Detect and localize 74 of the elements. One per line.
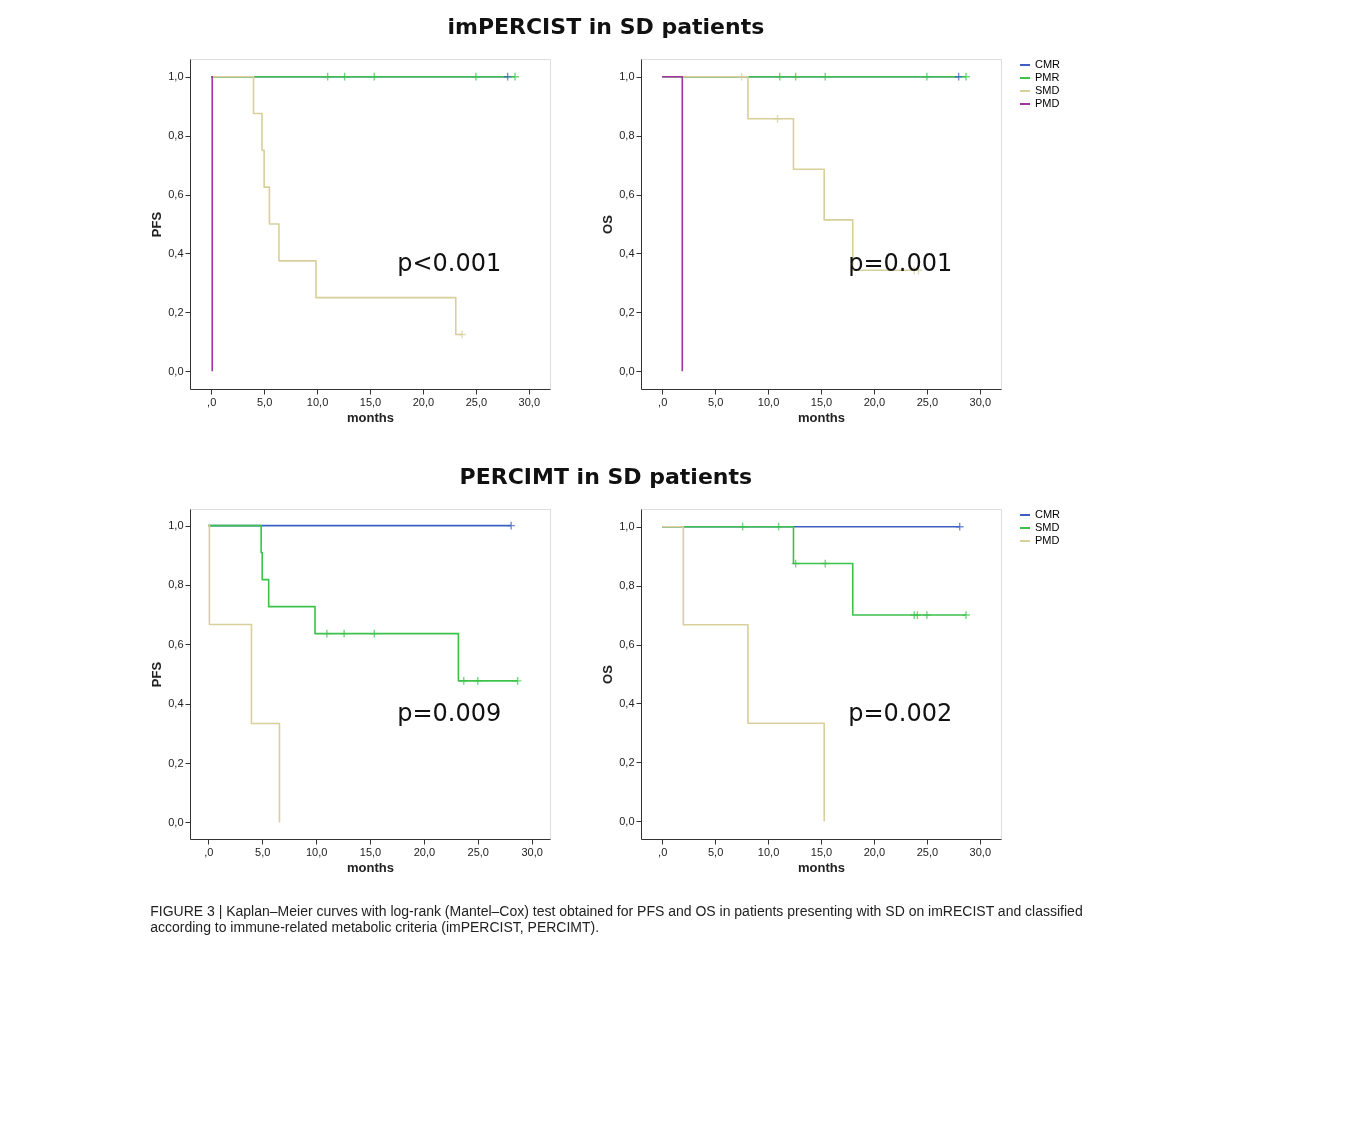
x-tick-label: 25,0 xyxy=(465,395,488,408)
y-tick-label: 0,4 xyxy=(168,246,184,259)
x-axis-title: months xyxy=(347,409,394,425)
legend-label: SMD xyxy=(1035,84,1060,96)
y-tick-label: 0,0 xyxy=(619,364,635,377)
x-tick-label: 30,0 xyxy=(521,845,543,858)
annotation: p=0.002 xyxy=(848,698,953,727)
x-tick-label: 5,0 xyxy=(256,395,273,408)
x-tick-label: 20,0 xyxy=(863,845,886,858)
x-tick-label: 10,0 xyxy=(305,845,328,858)
x-tick-label: 20,0 xyxy=(863,395,886,408)
y-tick-label: 0,4 xyxy=(168,697,184,710)
x-tick-label: ,0 xyxy=(658,845,668,858)
x-tick-label: 15,0 xyxy=(359,845,382,858)
y-tick-label: 0,6 xyxy=(619,638,635,651)
legend-label: PMD xyxy=(1035,534,1060,546)
y-tick-label: 0,6 xyxy=(168,188,184,201)
annotation: p<0.001 xyxy=(397,248,502,277)
x-tick-label: 25,0 xyxy=(467,845,489,858)
x-tick-label: 15,0 xyxy=(810,845,833,858)
x-tick-label: 20,0 xyxy=(413,845,436,858)
y-axis-title: PFS xyxy=(149,211,165,238)
y-tick-label: 1,0 xyxy=(168,519,184,532)
x-tick-label: ,0 xyxy=(207,395,217,408)
legend-label: PMD xyxy=(1035,97,1060,109)
x-tick-label: 25,0 xyxy=(916,395,939,408)
x-axis-title: months xyxy=(798,409,845,425)
text: PERCIMT in SD patients xyxy=(459,463,753,489)
y-tick-label: 0,2 xyxy=(619,755,635,768)
x-tick-label: 5,0 xyxy=(255,845,271,858)
x-tick-label: 25,0 xyxy=(916,845,939,858)
y-tick-label: 0,2 xyxy=(619,305,635,318)
y-axis-title: PFS xyxy=(149,661,165,688)
y-tick-label: 0,4 xyxy=(619,696,635,709)
y-tick-label: 0,0 xyxy=(619,814,635,827)
y-tick-label: 1,0 xyxy=(619,70,635,83)
x-tick-label: 10,0 xyxy=(757,845,780,858)
y-tick-label: 1,0 xyxy=(168,70,184,83)
y-tick-label: 0,6 xyxy=(619,188,635,201)
x-tick-label: 30,0 xyxy=(969,845,992,858)
annotation: p=0.009 xyxy=(397,698,502,727)
x-tick-label: ,0 xyxy=(204,845,214,858)
y-axis-title: OS xyxy=(600,214,616,234)
y-tick-label: 0,8 xyxy=(168,129,184,142)
y-tick-label: 0,4 xyxy=(619,246,635,259)
y-tick-label: 0,2 xyxy=(168,756,184,769)
legend-label: PMR xyxy=(1035,71,1060,83)
x-axis-title: months xyxy=(347,859,394,875)
x-axis-title: months xyxy=(798,859,845,875)
y-tick-label: 0,8 xyxy=(619,579,635,592)
y-tick-label: 0,0 xyxy=(168,364,184,377)
x-tick-label: ,0 xyxy=(658,395,668,408)
x-tick-label: 15,0 xyxy=(359,395,382,408)
y-axis-title: OS xyxy=(600,664,616,684)
legend-label: CMR xyxy=(1035,508,1061,520)
caption: FIGURE 3 | Kaplan–Meier curves with log-rank (Mantel–Cox) test obtained for PFS and OS in patients presenting with SD on imRECIST and classified according to immune-related metabolic criteria (imPERCIST, PERCIMT). xyxy=(150,902,1083,935)
y-tick-label: 0,8 xyxy=(168,578,184,591)
x-tick-label: 30,0 xyxy=(518,395,541,408)
legend-label: CMR xyxy=(1035,58,1061,70)
annotation: p=0.001 xyxy=(848,248,953,277)
x-tick-label: 10,0 xyxy=(757,395,780,408)
y-tick-label: 0,2 xyxy=(168,305,184,318)
x-tick-label: 5,0 xyxy=(707,845,724,858)
y-tick-label: 0,8 xyxy=(619,129,635,142)
text: imPERCIST in SD patients xyxy=(447,13,765,39)
x-tick-label: 20,0 xyxy=(412,395,435,408)
y-tick-label: 0,6 xyxy=(168,637,184,650)
x-tick-label: 10,0 xyxy=(306,395,329,408)
x-tick-label: 5,0 xyxy=(707,395,724,408)
x-tick-label: 30,0 xyxy=(969,395,992,408)
y-tick-label: 0,0 xyxy=(168,815,184,828)
x-tick-label: 15,0 xyxy=(810,395,833,408)
legend-label: SMD xyxy=(1035,521,1060,533)
y-tick-label: 1,0 xyxy=(619,520,635,533)
